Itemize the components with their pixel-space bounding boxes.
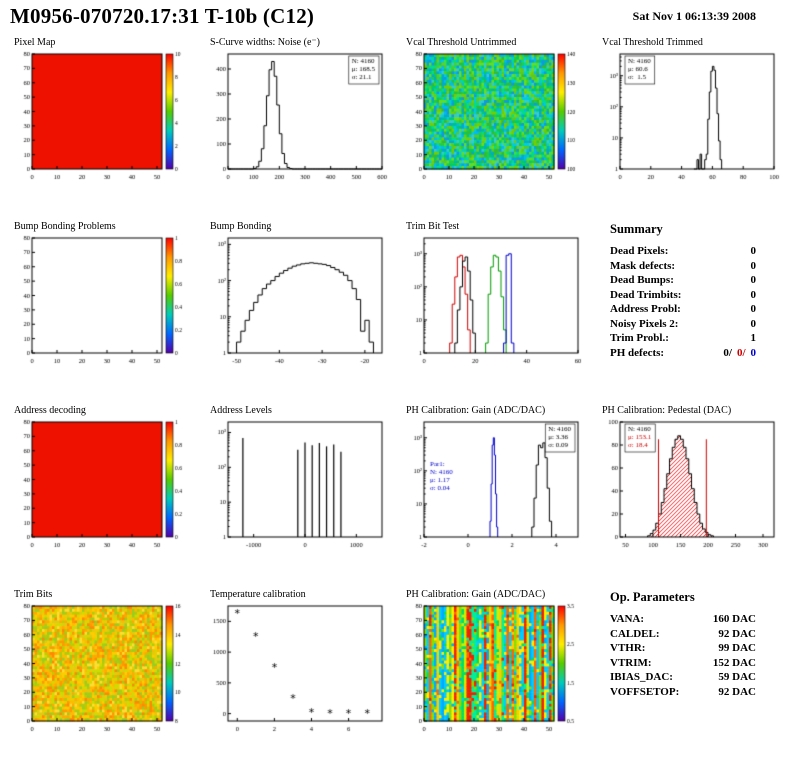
op-parameter-row: CALDEL: 92 DAC <box>610 627 756 642</box>
ph-gain-map-panel: PH Calibration: Gain (ADC/DAC) <box>398 586 594 770</box>
temperature-calibration-chart <box>202 602 390 734</box>
vcal-untrimmed-chart <box>398 50 586 182</box>
ph-gain-hist-panel: PH Calibration: Gain (ADC/DAC) <box>398 402 594 586</box>
trim-bits-panel: Trim Bits <box>6 586 202 770</box>
summary-row-label: Trim Probl.: <box>610 332 669 344</box>
chart-title: Address Levels <box>210 405 272 416</box>
ph-defect-value-3: 0 <box>750 346 757 359</box>
scurve-noise-chart <box>202 50 390 182</box>
summary-row: Dead Pixels: 0 <box>610 244 756 259</box>
op-parameter-value: 59 DAC <box>718 671 756 683</box>
bump-bonding-chart <box>202 234 390 366</box>
ph-gain-hist-chart <box>398 418 586 550</box>
chart-title: Trim Bits <box>14 589 53 600</box>
summary-row-label: Mask defects: <box>610 259 676 272</box>
summary-row-label: Dead Pixels: <box>610 245 669 257</box>
op-parameter-value: 92 DAC <box>718 685 756 698</box>
chart-title: Vcal Threshold Untrimmed <box>406 37 517 48</box>
summary-row-value: 0 <box>750 317 757 330</box>
vcal-trimmed-panel: Vcal Threshold Trimmed <box>594 34 790 218</box>
op-parameter-label: CALDEL: <box>610 627 660 640</box>
op-parameter-row: VOFFSETOP: 92 DAC <box>610 685 756 700</box>
summary-row-label: Address Probl: <box>610 303 681 315</box>
op-parameter-value: 152 DAC <box>712 656 756 669</box>
summary-row-value: 0 <box>750 288 757 301</box>
ph-pedestal-chart <box>594 418 782 550</box>
chart-title: Trim Bit Test <box>406 221 460 232</box>
op-parameter-value: 92 DAC <box>718 627 756 640</box>
op-parameter-label: IBIAS_DAC: <box>610 671 673 683</box>
op-parameter-label: VANA: <box>610 613 645 625</box>
summary-row-value: 0 <box>750 274 757 286</box>
summary-row: Noisy Pixels 2: 0 <box>610 317 756 332</box>
ph-gain-map-chart <box>398 602 586 734</box>
chart-title: Vcal Threshold Trimmed <box>602 37 703 48</box>
bump-bonding-problems-panel: Bump Bonding Problems <box>6 218 202 402</box>
op-parameter-label: VTRIM: <box>610 656 652 669</box>
chart-title: PH Calibration: Gain (ADC/DAC) <box>406 405 546 416</box>
timestamp: Sat Nov 1 06:13:39 2008 <box>632 9 756 23</box>
chart-title: Address decoding <box>14 405 86 416</box>
summary-row: Address Probl: 0 <box>610 302 756 317</box>
bump-bonding-problems-chart <box>6 234 194 366</box>
summary-row-label: Dead Trimbits: <box>610 288 682 301</box>
op-parameter-label: VTHR: <box>610 642 646 654</box>
ph-pedestal-panel: PH Calibration: Pedestal (DAC) <box>594 402 790 586</box>
op-parameter-row: IBIAS_DAC: 59 DAC <box>610 670 756 685</box>
address-decoding-panel: Address decoding <box>6 402 202 586</box>
summary-row-label: PH defects: <box>610 346 665 359</box>
chart-title: Temperature calibration <box>210 589 306 600</box>
address-levels-chart <box>202 418 390 550</box>
summary-row-value: 0 <box>750 259 757 272</box>
scurve-noise-panel: S-Curve widths: Noise (e⁻) <box>202 34 398 218</box>
summary-title: Summary <box>610 222 663 236</box>
page-header: M0956-070720.17:31 T-10b (C12) Sat Nov 1… <box>0 0 796 34</box>
chart-title: Bump Bonding <box>210 221 272 232</box>
summary-row-value: 0 <box>750 303 757 315</box>
op-parameters-rows: VANA: 160 DAC CALDEL: 92 DAC VTHR: 99 DAC V… <box>610 612 756 699</box>
chart-title: Pixel Map <box>14 37 56 48</box>
summary-row: Dead Trimbits: 0 <box>610 288 756 303</box>
summary-rows: Dead Pixels: 0 Mask defects: 0 Dead Bumps:… <box>610 244 756 360</box>
op-parameter-row: VTHR: 99 DAC <box>610 641 756 656</box>
address-decoding-chart <box>6 418 194 550</box>
ph-defect-value-1: 0/ <box>723 346 732 359</box>
trim-bit-test-panel: Trim Bit Test <box>398 218 594 402</box>
summary-panel: Summary Dead Pixels: 0 Mask defects: 0 Dea… <box>594 218 790 402</box>
op-parameters-panel: Op. Parameters VANA: 160 DAC CALDEL: 92 DA… <box>594 586 790 770</box>
temperature-calibration-panel: Temperature calibration <box>202 586 398 770</box>
ph-defect-value-2: 0/ <box>736 346 746 359</box>
trim-bit-test-chart <box>398 234 586 366</box>
op-parameter-value: 160 DAC <box>712 613 756 625</box>
chart-title: Bump Bonding Problems <box>14 221 116 232</box>
pixel-map-chart <box>6 50 194 182</box>
chart-title: S-Curve widths: Noise (e⁻) <box>210 37 320 48</box>
vcal-untrimmed-panel: Vcal Threshold Untrimmed <box>398 34 594 218</box>
module-title: M0956-070720.17:31 T-10b (C12) <box>10 4 315 28</box>
op-parameters-title: Op. Parameters <box>610 590 695 604</box>
summary-row-label: Dead Bumps: <box>610 274 674 286</box>
chart-title: PH Calibration: Pedestal (DAC) <box>602 405 732 416</box>
summary-ph-defect-values: 0/0/0 <box>718 346 756 361</box>
summary-row-value: 0 <box>750 245 757 257</box>
op-parameter-row: VTRIM: 152 DAC <box>610 656 756 671</box>
plot-grid: Pixel Map S-Curve widths: Noise (e⁻) Vca… <box>0 34 796 770</box>
bump-bonding-panel: Bump Bonding <box>202 218 398 402</box>
summary-row-value: 1 <box>750 332 757 344</box>
summary-row: Mask defects: 0 <box>610 259 756 274</box>
op-parameter-row: VANA: 160 DAC <box>610 612 756 627</box>
op-parameter-label: VOFFSETOP: <box>610 685 680 698</box>
summary-row: Dead Bumps: 0 <box>610 273 756 288</box>
summary-row-ph-defects: PH defects: 0/0/0 <box>610 346 756 361</box>
summary-row-label: Noisy Pixels 2: <box>610 317 679 330</box>
trim-bits-chart <box>6 602 194 734</box>
pixel-map-panel: Pixel Map <box>6 34 202 218</box>
address-levels-panel: Address Levels <box>202 402 398 586</box>
chart-title: PH Calibration: Gain (ADC/DAC) <box>406 589 546 600</box>
vcal-trimmed-chart <box>594 50 782 182</box>
op-parameter-value: 99 DAC <box>718 642 756 654</box>
summary-row: Trim Probl.: 1 <box>610 331 756 346</box>
